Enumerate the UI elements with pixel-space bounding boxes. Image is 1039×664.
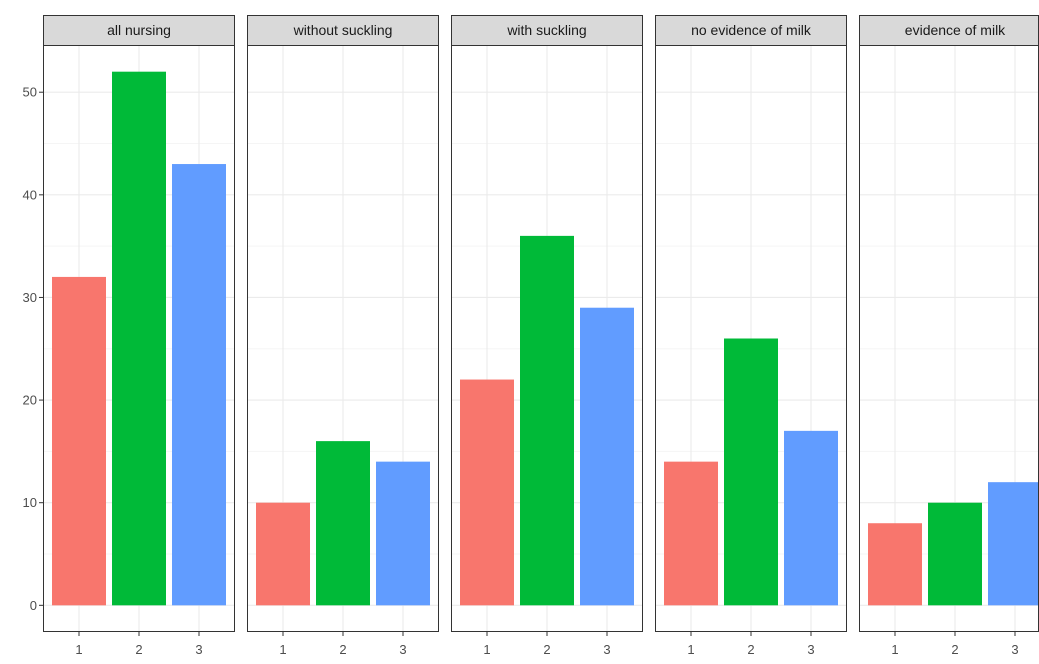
bar-3 bbox=[376, 461, 430, 606]
bar-1 bbox=[52, 276, 106, 606]
facet-strip bbox=[247, 15, 439, 46]
x-tick-label: 2 bbox=[747, 642, 754, 657]
x-tick-label: 1 bbox=[75, 642, 82, 657]
x-tick-label: 2 bbox=[543, 642, 550, 657]
panel-border bbox=[247, 45, 439, 632]
axis-layer: 0 10 20 30 40 50 1 2 3 1 2 3 1 2 3 1 2 3 1 2 3 bbox=[23, 85, 1019, 657]
bar-1 bbox=[460, 379, 514, 606]
x-tick-label: 1 bbox=[279, 642, 286, 657]
panel-border bbox=[655, 45, 847, 632]
bar-2 bbox=[316, 441, 370, 606]
x-tick-label: 1 bbox=[483, 642, 490, 657]
facet-title: without suckling bbox=[293, 22, 393, 38]
bar-3 bbox=[580, 307, 634, 606]
bars-layer bbox=[52, 71, 1039, 606]
x-tick-label: 3 bbox=[1011, 642, 1018, 657]
bar-2 bbox=[724, 338, 778, 606]
bar-2 bbox=[520, 235, 574, 606]
panel-frames-layer: all nursing without suckling with suckling… bbox=[43, 15, 1039, 632]
bar-3 bbox=[988, 482, 1039, 606]
x-tick-label: 3 bbox=[399, 642, 406, 657]
panel-border bbox=[451, 45, 643, 632]
panel-border bbox=[43, 45, 235, 632]
y-tick-label: 50 bbox=[23, 85, 37, 100]
bar-2 bbox=[112, 71, 166, 606]
x-tick-label: 3 bbox=[603, 642, 610, 657]
facet-strip bbox=[43, 15, 235, 46]
facet-title: all nursing bbox=[107, 22, 171, 38]
x-tick-label: 1 bbox=[891, 642, 898, 657]
x-tick-label: 3 bbox=[195, 642, 202, 657]
bar-3 bbox=[784, 430, 838, 606]
bar-1 bbox=[664, 461, 718, 606]
bar-1 bbox=[256, 502, 310, 606]
x-tick-label: 1 bbox=[687, 642, 694, 657]
facet-title: no evidence of milk bbox=[691, 22, 812, 38]
bar-3 bbox=[172, 164, 226, 606]
bar-1 bbox=[868, 523, 922, 606]
x-tick-label: 3 bbox=[807, 642, 814, 657]
facet-title: evidence of milk bbox=[905, 22, 1006, 38]
x-tick-label: 2 bbox=[339, 642, 346, 657]
y-tick-label: 30 bbox=[23, 290, 37, 305]
x-tick-label: 2 bbox=[951, 642, 958, 657]
facet-strip bbox=[859, 15, 1039, 46]
bar-2 bbox=[928, 502, 982, 606]
y-tick-label: 20 bbox=[23, 393, 37, 408]
x-tick-label: 2 bbox=[135, 642, 142, 657]
facet-strip bbox=[451, 15, 643, 46]
facet-title: with suckling bbox=[506, 22, 586, 38]
y-tick-label: 0 bbox=[30, 598, 37, 613]
y-tick-label: 40 bbox=[23, 187, 37, 202]
y-tick-label: 10 bbox=[23, 495, 37, 510]
facet-strip bbox=[655, 15, 847, 46]
